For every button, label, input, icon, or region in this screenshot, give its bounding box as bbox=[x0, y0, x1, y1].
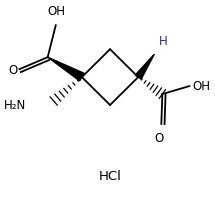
Text: H: H bbox=[159, 35, 168, 48]
Text: HCl: HCl bbox=[99, 170, 121, 183]
Text: O: O bbox=[9, 64, 18, 77]
Polygon shape bbox=[48, 57, 84, 81]
Text: O: O bbox=[155, 132, 164, 145]
Text: OH: OH bbox=[192, 80, 210, 93]
Text: OH: OH bbox=[48, 5, 66, 18]
Text: H₂N: H₂N bbox=[4, 99, 27, 113]
Polygon shape bbox=[135, 54, 154, 79]
